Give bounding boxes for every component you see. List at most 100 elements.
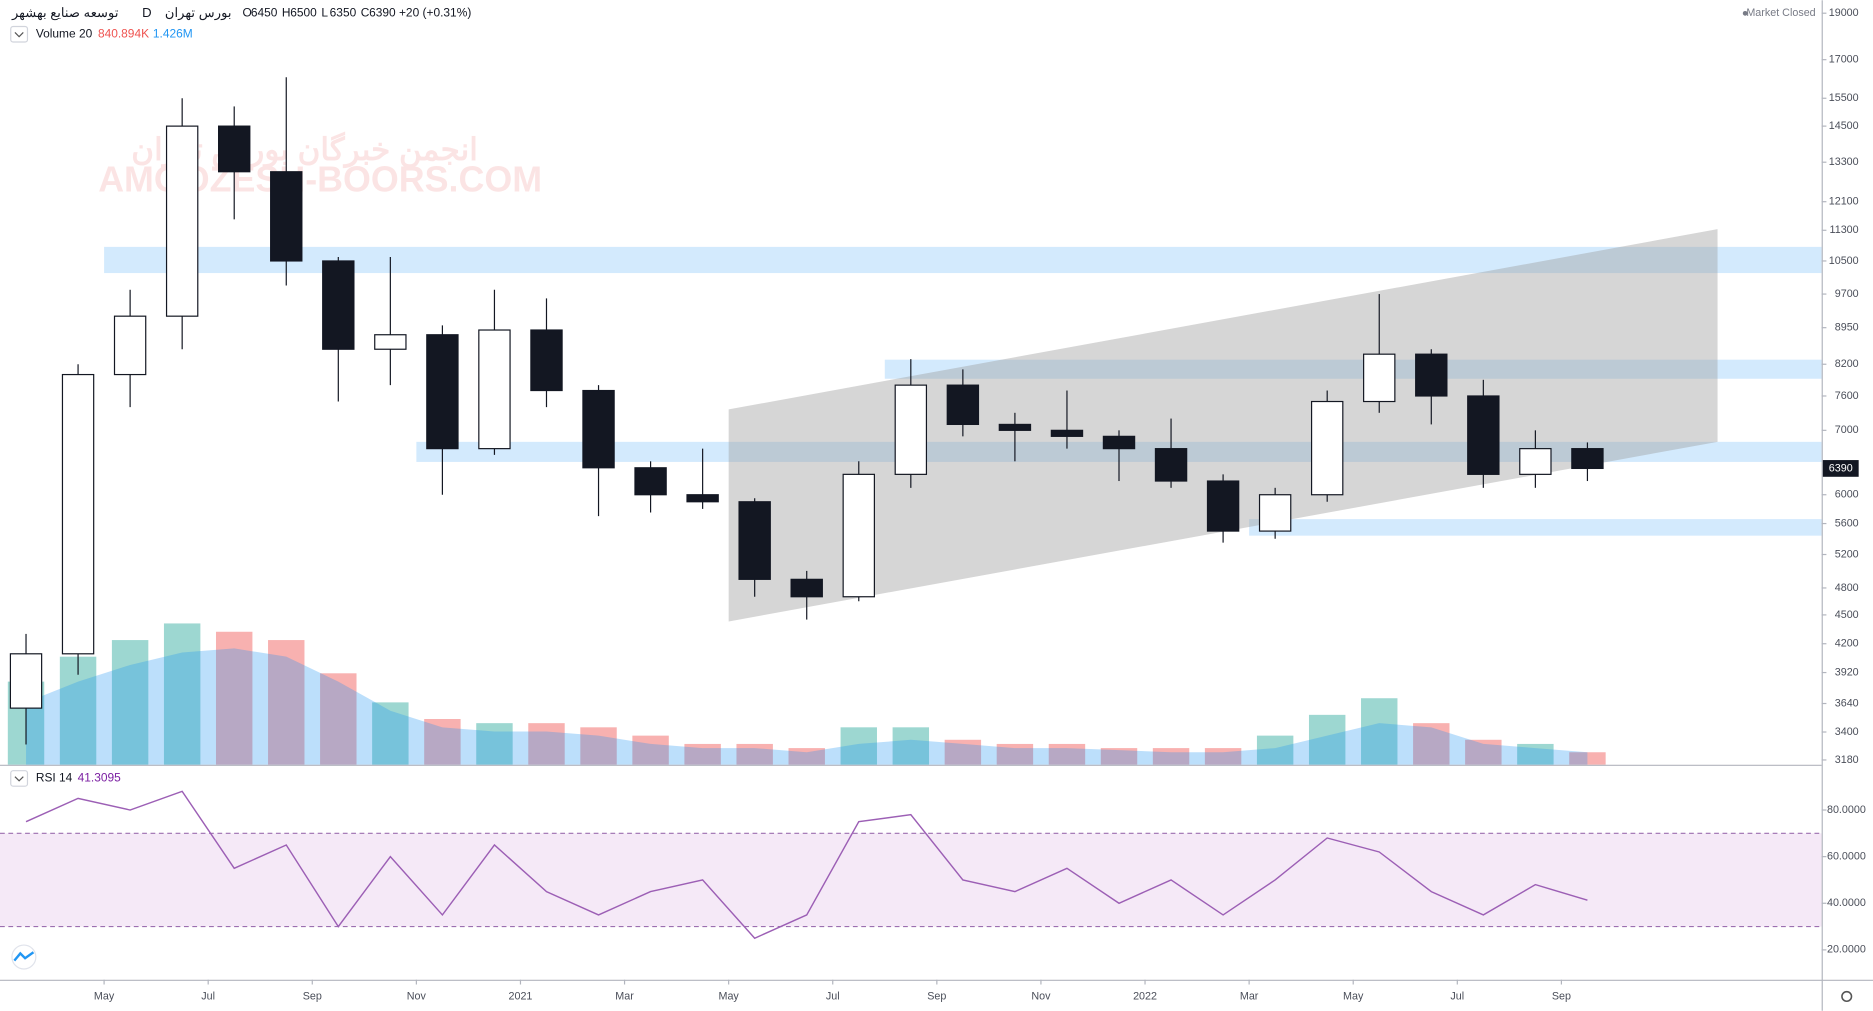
candle-body <box>1154 448 1188 482</box>
ohlc-key: O <box>242 6 251 20</box>
x-tick-label: Sep <box>1552 990 1571 1002</box>
chevron <box>14 776 24 782</box>
volume-bar <box>1204 748 1242 765</box>
volume-bar <box>996 743 1034 765</box>
y-tick-label: 4800 <box>1835 582 1859 594</box>
market-status: Market Closed <box>1746 7 1815 19</box>
x-tick-label: Nov <box>1031 990 1051 1002</box>
volume-bar <box>1413 723 1450 765</box>
y-tick-label: 7000 <box>1835 424 1859 436</box>
volume-bar <box>1256 735 1294 765</box>
y-tick-label: 10500 <box>1829 255 1859 267</box>
volume-bar <box>1465 739 1502 765</box>
x-tick-label: Nov <box>407 990 427 1002</box>
ohlc-key: L <box>321 6 328 20</box>
y-tick-label: 13300 <box>1829 156 1859 168</box>
ohlc-key: C <box>361 6 370 20</box>
candle-body <box>582 389 615 469</box>
exchange: بورس تهران <box>165 5 232 21</box>
x-tick-label: May <box>1343 990 1364 1002</box>
volume-bar <box>736 743 773 765</box>
volume-bar <box>1100 748 1138 765</box>
y-tick-label: 15500 <box>1829 92 1859 104</box>
y-tick-label: 4500 <box>1835 609 1859 621</box>
collapse-button[interactable] <box>10 770 29 787</box>
volume-bar <box>1152 748 1190 765</box>
y-tick-label: 14500 <box>1829 120 1859 132</box>
volume-bar <box>1517 743 1554 765</box>
candle-body <box>634 467 667 496</box>
y-tick-label: 11300 <box>1830 224 1859 236</box>
y-tick-label: 5200 <box>1835 548 1859 560</box>
y-tick-label: 60.0000 <box>1827 850 1866 862</box>
candle-body <box>1363 353 1396 403</box>
watermark: انجمن خبرگان بورس تهران AMOOZESH-BOORS.C… <box>98 131 542 199</box>
interval: D <box>142 5 151 20</box>
last-price-box <box>1822 460 1859 477</box>
axes: 3180 3400 3640 3920 4200 4500 4800 5200 5600 6000… <box>94 7 1866 1002</box>
y-tick-label: 17000 <box>1829 54 1859 66</box>
plot-area <box>0 77 1822 940</box>
watermark-en: AMOOZESH-BOORS.COM <box>98 159 542 199</box>
volume-bar <box>944 739 982 765</box>
x-tick-label: Sep <box>927 990 946 1002</box>
settings-button[interactable] <box>1841 990 1853 1003</box>
volume-last: 840.894K <box>98 26 149 40</box>
ohlc: O 6450 H 6500 L 6350 C 6390 <box>242 6 396 20</box>
x-tick-label: Mar <box>1240 990 1259 1002</box>
candle-body <box>946 384 980 426</box>
candle-body <box>478 329 511 450</box>
x-tick-label: Sep <box>303 990 322 1002</box>
volume-bar <box>1308 714 1346 765</box>
candle-body <box>9 653 43 709</box>
x-tick-label: Jul <box>826 990 840 1002</box>
candle-body <box>61 373 95 655</box>
y-tick-label: 3400 <box>1835 726 1859 738</box>
ohlc-value: 6500 <box>290 6 317 20</box>
candle-body <box>1206 480 1240 532</box>
candle-body <box>165 125 199 317</box>
y-tick-label: 80.0000 <box>1827 804 1866 816</box>
channel <box>728 229 1718 622</box>
volume-ma: 1.426M <box>153 26 193 40</box>
volume-bar <box>1048 743 1086 765</box>
x-tick-label: 2022 <box>1133 990 1157 1002</box>
collapse-button[interactable] <box>10 25 29 43</box>
candle-body <box>426 334 459 450</box>
volume-bar <box>372 702 409 765</box>
logo-mark <box>13 951 35 962</box>
candle-body <box>374 334 407 350</box>
y-tick-label: 40.0000 <box>1827 897 1866 909</box>
status-dot <box>1742 10 1748 16</box>
ohlc-value: 6350 <box>330 6 357 20</box>
header: توسعه صنایع بهشهر D بورس تهران O 6450 H 650… <box>10 5 1816 787</box>
candle-body <box>270 171 303 262</box>
candle-body <box>998 423 1032 431</box>
candle-body <box>894 384 928 475</box>
rsi-legend: RSI 14 <box>36 771 73 785</box>
volume-bar <box>111 640 149 765</box>
volume-bar <box>1569 752 1606 765</box>
candle-body <box>1467 395 1500 475</box>
volume-bar <box>684 743 721 765</box>
y-tick-label: 5600 <box>1835 517 1859 529</box>
y-tick-label: 12100 <box>1829 196 1859 208</box>
candle-body <box>1258 494 1292 532</box>
y-tick-label: 19000 <box>1829 7 1859 19</box>
volume-bar <box>268 640 305 765</box>
candle-body <box>790 578 823 598</box>
candle-body <box>738 501 771 580</box>
y-tick-label: 6000 <box>1835 489 1859 501</box>
ohlc-key: H <box>282 6 291 20</box>
change: +20 (+0.31%) <box>399 6 471 20</box>
zone <box>884 359 1822 379</box>
candle-body <box>1519 448 1552 475</box>
zone <box>1249 519 1822 536</box>
x-tick-label: May <box>94 990 115 1002</box>
rsi-band <box>0 833 1822 927</box>
volume-bar <box>528 723 565 765</box>
y-tick-label: 20.0000 <box>1827 944 1866 956</box>
chevron <box>14 32 24 38</box>
